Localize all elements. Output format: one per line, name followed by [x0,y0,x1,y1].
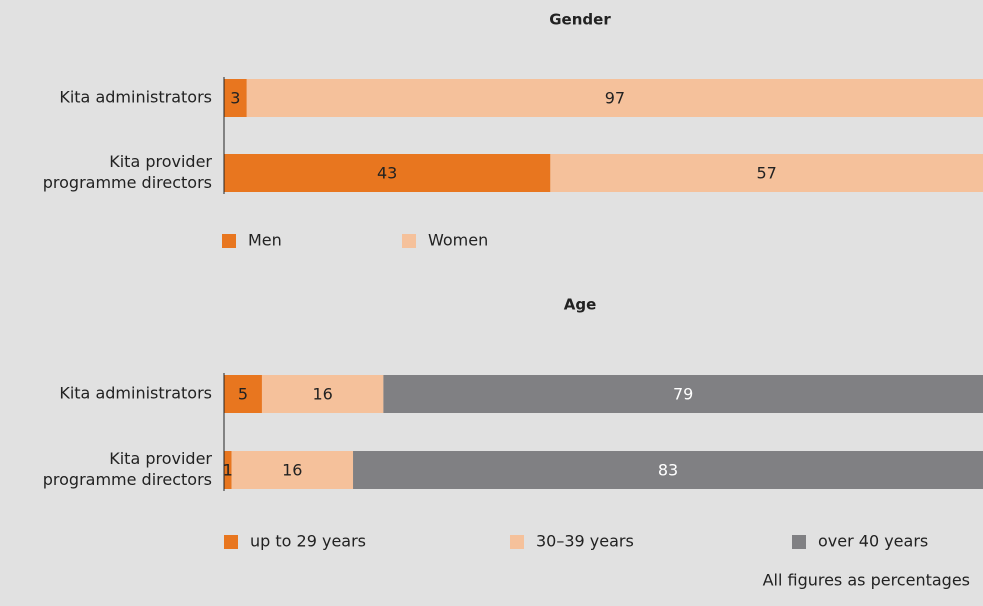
bar-segment [231,451,354,489]
bar-segment [550,154,983,192]
data-label: 16 [282,461,302,480]
data-label: 97 [605,89,625,108]
note: All figures as percentages [763,571,970,590]
category-label: Kita administrators [59,88,212,107]
bar-segment [224,375,262,413]
data-label: 1 [223,461,233,480]
category-label: Kita provider [109,449,212,468]
bar-segment [224,154,551,192]
legend-swatch [402,234,416,248]
legend-label: Women [428,231,488,250]
legend-swatch [510,535,524,549]
chart-title: Age [564,296,597,314]
bar-segment [246,79,983,117]
bar-segment [353,451,983,489]
legend-swatch [792,535,806,549]
category-label: programme directors [43,470,212,489]
data-label: 57 [757,164,777,183]
bar-segment [261,375,384,413]
legend-swatch [224,535,238,549]
legend-label: Men [248,231,282,250]
data-label: 79 [673,385,693,404]
chart-title: Gender [549,11,611,29]
legend-swatch [222,234,236,248]
category-label: programme directors [43,173,212,192]
bar-segment [383,375,983,413]
data-label: 16 [312,385,332,404]
data-label: 83 [658,461,678,480]
category-label: Kita administrators [59,384,212,403]
bar-segment [224,451,232,489]
data-label: 5 [238,385,248,404]
legend-label: 30–39 years [536,532,634,551]
data-label: 43 [377,164,397,183]
legend-label: over 40 years [818,532,928,551]
legend-label: up to 29 years [250,532,366,551]
bar-segment [224,79,247,117]
data-label: 3 [230,89,240,108]
category-label: Kita provider [109,152,212,171]
